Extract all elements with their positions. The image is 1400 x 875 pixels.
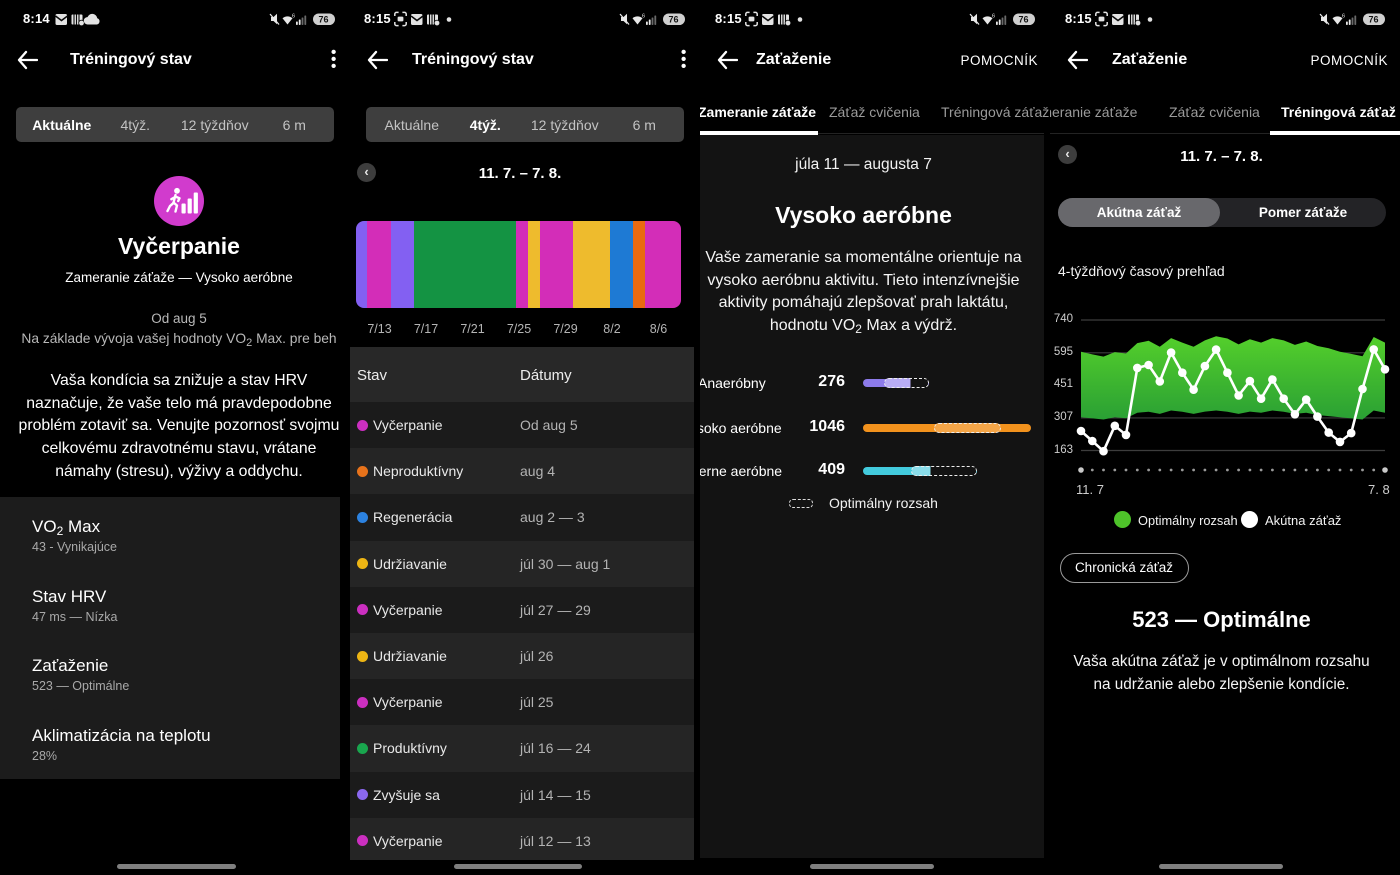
svg-text:76: 76 xyxy=(1019,15,1029,25)
svg-text:6: 6 xyxy=(992,14,995,20)
svg-text:76: 76 xyxy=(669,15,679,25)
svg-text:76: 76 xyxy=(1369,15,1379,25)
svg-text:76: 76 xyxy=(319,15,329,25)
svg-text:6: 6 xyxy=(292,14,295,20)
svg-text:6: 6 xyxy=(642,14,645,20)
svg-text:6: 6 xyxy=(1342,14,1345,20)
